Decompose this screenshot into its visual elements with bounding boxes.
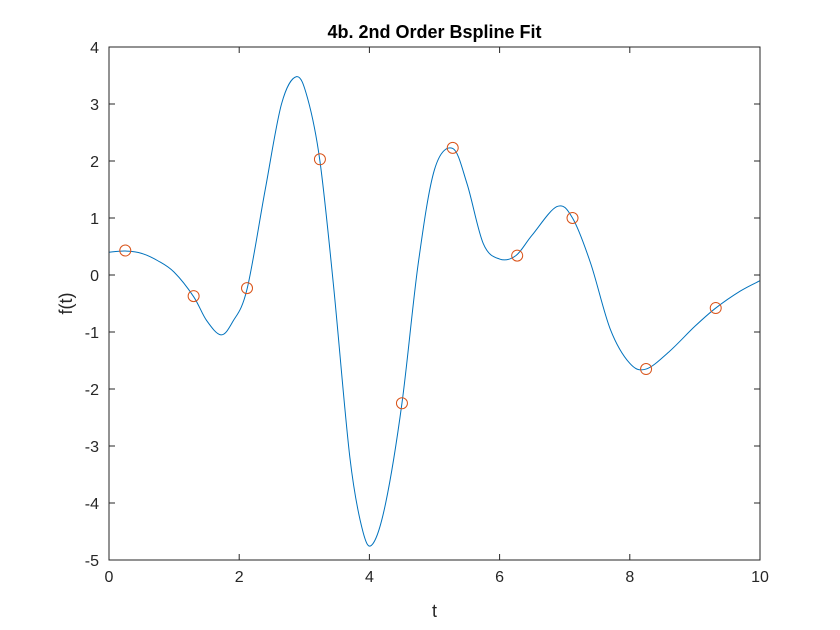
data-point — [566, 212, 579, 224]
chart-title: 4b. 2nd Order Bspline Fit — [327, 22, 541, 42]
x-tick-label: 4 — [365, 569, 374, 586]
data-point — [511, 249, 524, 262]
data-point — [241, 282, 254, 295]
plot-area — [109, 47, 760, 560]
y-axis-label: f(t) — [56, 293, 76, 315]
y-tick-label: -5 — [85, 553, 99, 570]
data-point — [119, 244, 132, 257]
y-tick-label: 0 — [90, 268, 99, 285]
x-tick-label: 8 — [625, 569, 634, 586]
y-tick-label: -4 — [85, 496, 99, 513]
data-point — [187, 290, 200, 303]
data-point — [395, 397, 408, 410]
x-tick-label: 6 — [495, 569, 504, 586]
series-line-curve — [108, 76, 761, 547]
axes-box — [108, 46, 761, 561]
y-tick-label: -2 — [85, 382, 99, 399]
series-group — [108, 76, 761, 547]
y-tick-label: -1 — [85, 325, 99, 342]
series-points — [119, 141, 722, 410]
data-point — [313, 153, 326, 166]
data-point — [640, 363, 653, 376]
data-point — [446, 141, 459, 154]
y-tick-label: 1 — [90, 211, 99, 228]
y-tick-label: 3 — [90, 97, 99, 114]
x-tick-label: 0 — [105, 569, 114, 586]
y-tick-label: -3 — [85, 439, 99, 456]
x-axis-label: t — [432, 601, 437, 621]
data-point — [709, 302, 722, 315]
tick-label-group: 0 2 4 6 8 10 -5 -4 -3 -2 -1 0 1 2 3 4 — [85, 40, 769, 586]
x-tick-label: 10 — [751, 569, 769, 586]
x-tick-label: 2 — [235, 569, 244, 586]
y-tick-label: 4 — [90, 40, 99, 57]
y-tick-label: 2 — [90, 154, 99, 171]
